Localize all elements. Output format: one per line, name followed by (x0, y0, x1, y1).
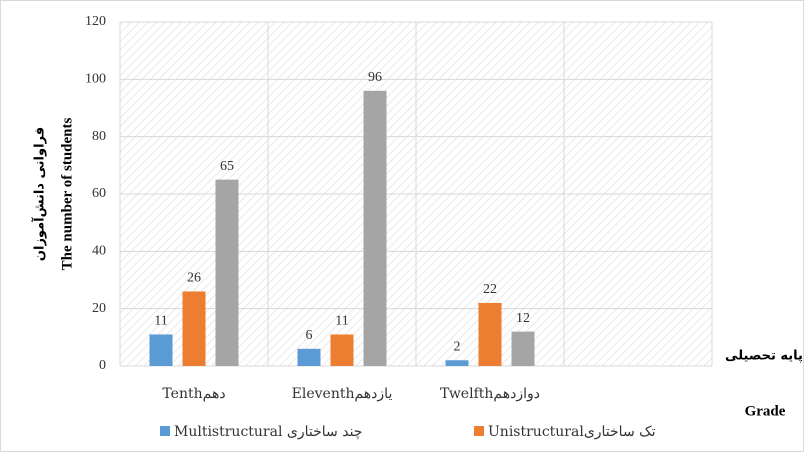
y-tick-label: 120 (85, 14, 106, 29)
data-label: 12 (516, 311, 530, 326)
y-tick-label: 0 (99, 358, 106, 373)
legend-label: Unistructuralتک ساختاری (488, 424, 656, 440)
y-tick-label: 20 (92, 301, 106, 316)
y-tick-label: 60 (92, 186, 106, 201)
data-label: 26 (187, 271, 201, 286)
x-axis-label-fa: پایه تحصیلی (725, 349, 803, 364)
bar (478, 302, 502, 366)
y-tick-label: 40 (92, 244, 106, 259)
data-label: 65 (220, 159, 234, 174)
bar (363, 90, 387, 367)
data-label: 11 (154, 314, 167, 329)
bar (182, 291, 206, 366)
x-tick-label: Tenthدهم (162, 386, 225, 402)
data-label: 96 (368, 70, 382, 85)
data-label: 11 (335, 314, 348, 329)
y-axis-label-fa: فراوانی دانش‌آموزان (31, 127, 48, 261)
bar (149, 334, 173, 366)
y-tick-label: 100 (85, 72, 106, 87)
bar (297, 348, 321, 366)
x-tick-label: Twelfthدوازدهم (440, 386, 540, 402)
legend-swatch (160, 426, 170, 436)
bar (215, 179, 239, 366)
data-label: 22 (483, 282, 497, 297)
data-label: 2 (454, 339, 461, 354)
legend-swatch (474, 426, 484, 436)
data-label: 6 (306, 328, 313, 343)
y-axis-label: The number of students (59, 118, 75, 271)
legend-label: Multistructural چند ساختاری (174, 424, 362, 440)
x-tick-label: Eleventhیازدهم (292, 386, 393, 402)
bar (330, 334, 354, 366)
y-tick-label: 80 (92, 129, 106, 144)
x-axis-label: Grade (745, 403, 786, 419)
bar (445, 360, 469, 366)
bar (511, 331, 535, 366)
